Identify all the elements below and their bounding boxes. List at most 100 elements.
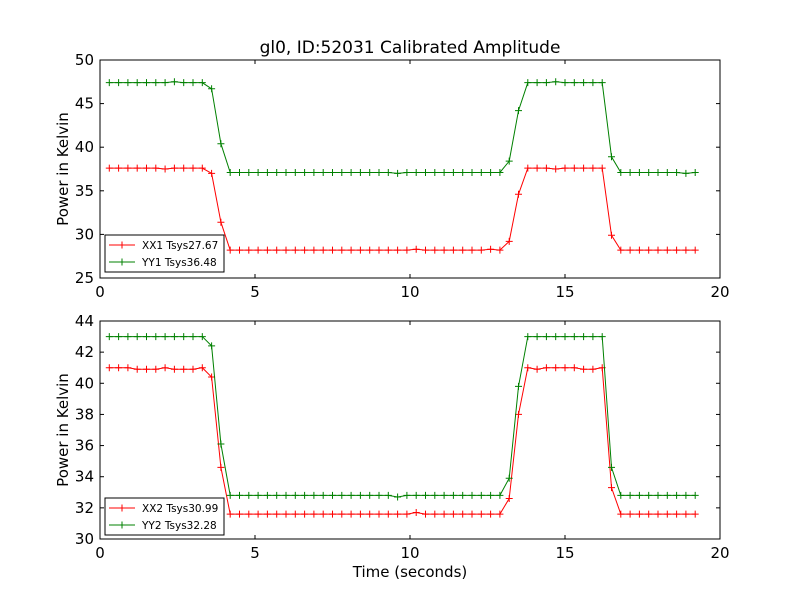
- x-tick-label: 0: [95, 283, 105, 301]
- data-point: [449, 246, 457, 254]
- data-point: [105, 79, 113, 87]
- data-point: [310, 246, 318, 254]
- data-point: [645, 491, 653, 499]
- data-point: [105, 333, 113, 341]
- y-tick-label: 40: [75, 374, 94, 392]
- legend: XX2 Tsys30.99 YY2 Tsys32.28: [104, 497, 225, 536]
- data-point: [440, 491, 448, 499]
- data-point: [496, 491, 504, 499]
- legend-box: [104, 234, 225, 273]
- data-point: [459, 491, 467, 499]
- data-point: [673, 491, 681, 499]
- data-point: [133, 365, 141, 373]
- data-point: [198, 164, 206, 172]
- data-point: [124, 364, 132, 372]
- data-point: [245, 246, 253, 254]
- data-point: [440, 510, 448, 518]
- data-point: [635, 491, 643, 499]
- data-point: [152, 164, 160, 172]
- y-tick-label: 38: [75, 405, 94, 423]
- data-point: [152, 333, 160, 341]
- data-point: [319, 510, 327, 518]
- y-tick-label: 42: [75, 343, 94, 361]
- data-point: [115, 164, 123, 172]
- data-point: [645, 168, 653, 176]
- data-point: [422, 168, 429, 176]
- legend-marker: [118, 241, 126, 249]
- data-point: [608, 484, 615, 492]
- data-point: [356, 246, 364, 254]
- data-point: [394, 493, 402, 501]
- data-point: [570, 164, 578, 172]
- data-point: [170, 365, 178, 373]
- data-point: [338, 491, 346, 499]
- x-tick-label: 5: [250, 283, 260, 301]
- data-point: [505, 157, 513, 165]
- data-point: [124, 164, 132, 172]
- data-point: [468, 168, 476, 176]
- data-point: [654, 246, 662, 254]
- data-point: [515, 382, 522, 390]
- data-point: [115, 79, 123, 87]
- data-point: [217, 440, 225, 448]
- data-point: [561, 79, 569, 87]
- data-point: [524, 164, 532, 172]
- data-point: [431, 246, 439, 254]
- data-point: [645, 510, 653, 518]
- data-point: [635, 246, 643, 254]
- data-point: [347, 491, 355, 499]
- data-point: [626, 491, 634, 499]
- x-tick-label: 20: [710, 544, 729, 562]
- data-point: [273, 491, 281, 499]
- data-point: [273, 510, 281, 518]
- data-point: [208, 85, 216, 93]
- data-point: [626, 246, 634, 254]
- data-point: [468, 510, 476, 518]
- data-point: [152, 79, 160, 87]
- data-point: [468, 246, 476, 254]
- data-point: [245, 510, 253, 518]
- data-point: [384, 246, 392, 254]
- data-point: [226, 491, 234, 499]
- data-point: [403, 168, 411, 176]
- data-point: [673, 510, 681, 518]
- data-point: [301, 510, 309, 518]
- data-point: [226, 168, 234, 176]
- data-point: [310, 510, 318, 518]
- data-point: [189, 164, 197, 172]
- data-point: [449, 168, 457, 176]
- data-point: [254, 168, 262, 176]
- chart-panel-1: 0 5 10 15 20 25 30 35 40 45 50 Power in Kelvin XX1 T…: [54, 51, 730, 301]
- data-point: [515, 410, 522, 418]
- data-point: [617, 246, 625, 254]
- data-point: [273, 246, 281, 254]
- y-tick-label: 35: [75, 182, 94, 200]
- x-axis-label: Time (seconds): [352, 563, 468, 581]
- data-point: [477, 246, 485, 254]
- data-point: [245, 491, 253, 499]
- data-point: [663, 168, 671, 176]
- data-point: [347, 168, 355, 176]
- data-point: [366, 491, 374, 499]
- data-point: [524, 333, 532, 341]
- data-point: [412, 491, 420, 499]
- data-point: [217, 218, 225, 226]
- legend-label: XX2 Tsys30.99: [142, 503, 218, 515]
- data-point: [542, 164, 550, 172]
- data-point: [580, 333, 588, 341]
- data-point: [291, 510, 299, 518]
- data-point: [431, 510, 439, 518]
- data-point: [673, 168, 681, 176]
- data-point: [180, 79, 188, 87]
- data-point: [691, 510, 699, 518]
- data-point: [375, 168, 383, 176]
- data-point: [505, 237, 513, 245]
- data-point: [329, 491, 336, 499]
- data-point: [422, 491, 429, 499]
- data-point: [384, 168, 392, 176]
- data-point: [319, 246, 327, 254]
- data-point: [524, 364, 532, 372]
- data-point: [180, 365, 188, 373]
- data-point: [105, 364, 113, 372]
- data-point: [208, 373, 216, 381]
